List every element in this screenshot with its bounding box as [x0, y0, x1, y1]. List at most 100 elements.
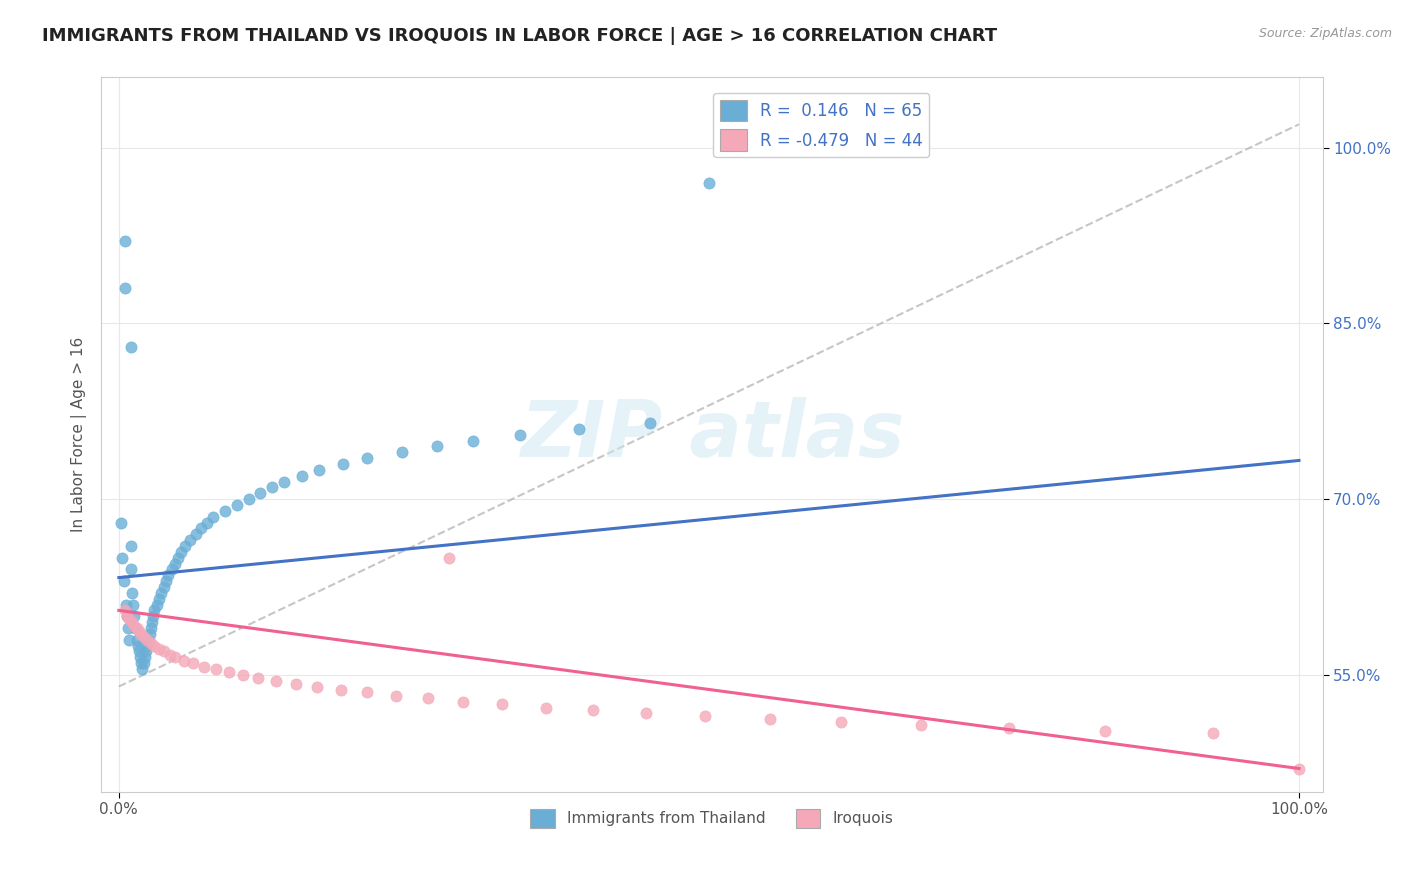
Point: [122, 598, 145, 612]
Point: [830, 714, 852, 729]
Point: [114, 235, 136, 249]
Point: [307, 680, 329, 694]
Point: [122, 609, 145, 624]
Point: [115, 609, 138, 624]
Point: [232, 668, 254, 682]
Point: [115, 598, 138, 612]
Point: [453, 695, 475, 709]
Point: [127, 639, 149, 653]
Point: [193, 659, 215, 673]
Point: [115, 609, 138, 624]
Point: [118, 611, 141, 625]
Point: [910, 718, 932, 732]
Point: [426, 439, 449, 453]
Point: [391, 445, 413, 459]
Point: [143, 603, 166, 617]
Point: [129, 656, 152, 670]
Point: [491, 697, 513, 711]
Point: [225, 498, 247, 512]
Point: [1288, 762, 1310, 776]
Text: IMMIGRANTS FROM THAILAND VS IROQUOIS IN LABOR FORCE | AGE > 16 CORRELATION CHART: IMMIGRANTS FROM THAILAND VS IROQUOIS IN …: [42, 27, 997, 45]
Point: [214, 504, 236, 518]
Point: [264, 673, 287, 688]
Point: [638, 416, 661, 430]
Point: [138, 632, 160, 647]
Point: [157, 568, 180, 582]
Point: [142, 609, 165, 624]
Point: [184, 527, 207, 541]
Point: [145, 598, 167, 612]
Point: [152, 580, 174, 594]
Point: [568, 422, 591, 436]
Point: [148, 642, 170, 657]
Point: [121, 615, 143, 629]
Point: [695, 708, 717, 723]
Point: [136, 639, 159, 653]
Point: [125, 632, 148, 647]
Point: [159, 648, 181, 662]
Point: [166, 550, 188, 565]
Point: [125, 621, 148, 635]
Point: [170, 545, 193, 559]
Point: [134, 650, 156, 665]
Point: [124, 621, 146, 635]
Point: [204, 662, 226, 676]
Point: [122, 618, 145, 632]
Point: [329, 683, 352, 698]
Point: [143, 639, 166, 653]
Point: [120, 340, 142, 354]
Point: [128, 624, 150, 639]
Point: [636, 706, 658, 721]
Point: [135, 644, 157, 658]
Point: [179, 533, 201, 548]
Point: [136, 632, 159, 647]
Point: [385, 689, 408, 703]
Point: [138, 627, 160, 641]
Point: [150, 586, 173, 600]
Point: [152, 644, 174, 658]
Text: ZIP atlas: ZIP atlas: [520, 397, 904, 473]
Point: [139, 636, 162, 650]
Point: [416, 691, 439, 706]
Point: [129, 650, 152, 665]
Point: [112, 574, 135, 588]
Point: [132, 631, 155, 645]
Point: [356, 451, 378, 466]
Point: [439, 550, 461, 565]
Point: [534, 700, 557, 714]
Point: [148, 591, 170, 606]
Point: [195, 516, 218, 530]
Point: [165, 650, 187, 665]
Point: [129, 627, 152, 641]
Point: [997, 721, 1019, 735]
Point: [114, 603, 136, 617]
Point: [308, 463, 330, 477]
Point: [120, 562, 142, 576]
Point: [291, 468, 314, 483]
Point: [202, 509, 225, 524]
Point: [249, 486, 271, 500]
Point: [128, 644, 150, 658]
Point: [174, 539, 197, 553]
Point: [155, 574, 177, 588]
Point: [356, 685, 378, 699]
Point: [247, 671, 270, 685]
Point: [165, 557, 187, 571]
Point: [1202, 726, 1225, 740]
Point: [332, 457, 354, 471]
Point: [238, 492, 260, 507]
Point: [173, 654, 195, 668]
Text: Source: ZipAtlas.com: Source: ZipAtlas.com: [1258, 27, 1392, 40]
Point: [111, 550, 134, 565]
Point: [139, 621, 162, 635]
Point: [1094, 724, 1116, 739]
Point: [114, 281, 136, 295]
Point: [190, 521, 212, 535]
Point: [120, 539, 142, 553]
Point: [273, 475, 295, 489]
Point: [118, 632, 141, 647]
Point: [697, 176, 720, 190]
Point: [582, 703, 605, 717]
Point: [181, 656, 204, 670]
Point: [218, 665, 240, 680]
